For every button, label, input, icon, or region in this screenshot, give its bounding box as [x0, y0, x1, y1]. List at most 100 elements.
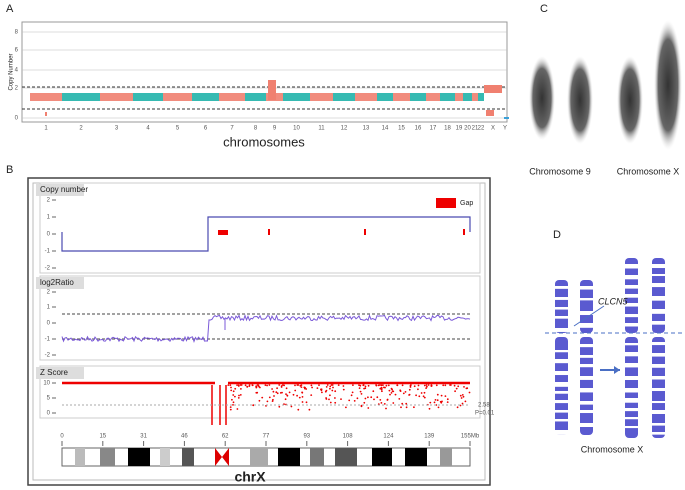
segment	[393, 93, 410, 101]
z-point	[360, 404, 363, 407]
z-point	[396, 384, 399, 386]
z-point	[296, 394, 298, 397]
z-point	[380, 402, 383, 404]
z-point	[423, 396, 426, 399]
z-point	[342, 385, 345, 387]
x-tick-label: 11	[318, 126, 325, 132]
z-point	[364, 385, 367, 388]
band	[100, 448, 115, 466]
x-tick-label: X	[491, 126, 495, 132]
x-tick-label: 3	[115, 126, 119, 132]
z-point	[278, 405, 281, 408]
x-tick-label: 155Mb	[461, 434, 480, 440]
z-point	[296, 384, 299, 386]
z-point	[436, 393, 439, 396]
y-tick-label: 1	[47, 215, 51, 221]
band	[440, 448, 452, 466]
z-point	[290, 405, 293, 408]
z-point	[356, 397, 359, 400]
chromosome-image	[654, 20, 682, 150]
z-point	[417, 384, 420, 387]
z-point	[436, 399, 439, 402]
ideogram-band	[625, 363, 638, 368]
y-tick-label: 4	[15, 68, 19, 74]
z-point	[454, 390, 456, 393]
z-point	[308, 408, 311, 411]
z-point	[283, 384, 285, 387]
z-point	[246, 386, 249, 388]
y-tick-label: -2	[45, 266, 51, 272]
z-point	[388, 389, 391, 392]
z-point	[239, 384, 242, 386]
z-point	[340, 398, 342, 400]
ideogram-arm	[580, 337, 593, 435]
z-point	[427, 384, 430, 386]
segment	[355, 93, 377, 101]
ideogram-band	[652, 432, 665, 435]
x-tick-label: 1	[44, 126, 48, 132]
z-point	[442, 384, 445, 387]
ideogram-band	[652, 388, 665, 392]
z-point	[459, 404, 462, 407]
z-point	[383, 403, 386, 405]
copy-number-line	[61, 216, 471, 252]
ideogram-band	[625, 294, 638, 298]
z-point	[379, 384, 381, 386]
y-axis-label: Copy Number	[9, 53, 15, 90]
ideogram-band	[625, 285, 638, 289]
z-point	[256, 391, 259, 394]
ideogram-band	[555, 419, 568, 422]
z-point	[408, 394, 410, 396]
z-point	[437, 406, 440, 409]
z-point	[425, 387, 427, 389]
z-point	[334, 397, 336, 399]
ideogram-band	[652, 296, 665, 301]
karyotype-images	[529, 20, 682, 150]
log2-trace	[61, 314, 471, 343]
z-point	[232, 390, 235, 393]
z-point	[316, 387, 319, 389]
gap-box	[218, 230, 228, 235]
x-tick-label: 13	[363, 126, 370, 132]
z-point	[402, 392, 405, 395]
z-point	[463, 386, 465, 388]
z-point	[257, 384, 260, 387]
z-point	[429, 401, 432, 404]
z-point	[373, 398, 375, 401]
annotation: 2.58	[478, 403, 490, 409]
panel-label: C	[540, 3, 548, 15]
segment	[410, 93, 426, 101]
chromosome-image	[567, 56, 593, 144]
z-point	[284, 398, 287, 401]
ideogram-band	[652, 410, 665, 415]
z-point	[433, 401, 436, 404]
x-tick-label: 46	[181, 434, 188, 440]
z-point	[380, 387, 383, 389]
z-point	[413, 385, 416, 388]
track-bg	[39, 365, 481, 419]
panel-label: D	[553, 229, 561, 241]
z-point	[234, 387, 237, 390]
z-point	[232, 394, 235, 396]
z-point	[364, 397, 367, 400]
band	[75, 448, 85, 466]
z-point	[318, 384, 320, 386]
z-point	[449, 384, 451, 386]
chromosome-label: chrX	[234, 469, 266, 485]
z-point	[285, 393, 287, 395]
track-title: Copy number	[40, 185, 88, 194]
x-tick-label: 12	[341, 126, 348, 132]
z-point	[329, 394, 331, 397]
z-point	[422, 395, 425, 398]
z-point	[377, 384, 380, 387]
track-bg	[39, 182, 481, 274]
z-point	[439, 400, 442, 403]
z-point	[420, 392, 423, 394]
x-tick-label: 21	[472, 126, 479, 132]
z-point	[364, 387, 367, 390]
track-title: log2Ratio	[40, 278, 74, 287]
segment	[333, 93, 355, 101]
z-point	[345, 406, 347, 409]
ideogram-band	[555, 410, 568, 413]
z-point	[236, 384, 239, 386]
